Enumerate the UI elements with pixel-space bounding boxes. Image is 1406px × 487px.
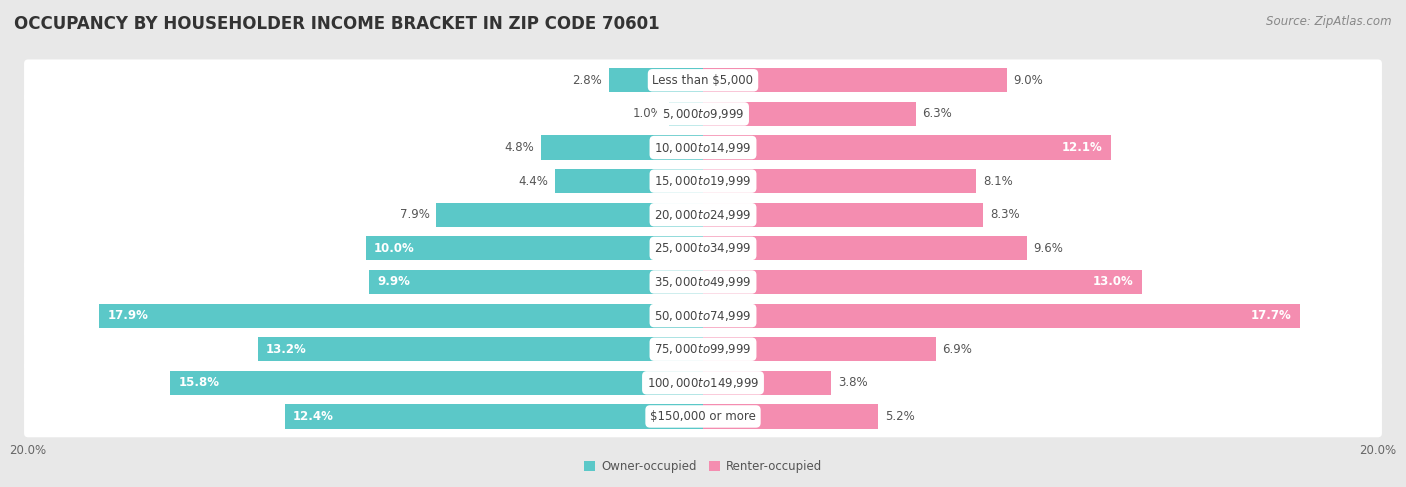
- FancyBboxPatch shape: [24, 59, 1382, 101]
- Text: 13.0%: 13.0%: [1092, 276, 1133, 288]
- FancyBboxPatch shape: [24, 194, 1382, 236]
- FancyBboxPatch shape: [24, 328, 1382, 370]
- Text: $20,000 to $24,999: $20,000 to $24,999: [654, 208, 752, 222]
- Bar: [703, 404, 879, 429]
- FancyBboxPatch shape: [24, 227, 1382, 269]
- Bar: [609, 68, 703, 93]
- FancyBboxPatch shape: [24, 93, 1382, 135]
- Text: $5,000 to $9,999: $5,000 to $9,999: [662, 107, 744, 121]
- Bar: [703, 169, 976, 193]
- Bar: [703, 102, 915, 126]
- Bar: [703, 303, 1301, 328]
- Text: 4.4%: 4.4%: [517, 175, 548, 187]
- Text: 15.8%: 15.8%: [179, 376, 219, 389]
- FancyBboxPatch shape: [24, 261, 1382, 303]
- Bar: [703, 337, 936, 361]
- Text: 9.0%: 9.0%: [1014, 74, 1043, 87]
- Bar: [669, 102, 703, 126]
- Text: 9.9%: 9.9%: [377, 276, 411, 288]
- Bar: [98, 303, 703, 328]
- Text: OCCUPANCY BY HOUSEHOLDER INCOME BRACKET IN ZIP CODE 70601: OCCUPANCY BY HOUSEHOLDER INCOME BRACKET …: [14, 15, 659, 33]
- Text: 8.1%: 8.1%: [983, 175, 1012, 187]
- Text: 12.4%: 12.4%: [292, 410, 333, 423]
- Text: 13.2%: 13.2%: [266, 343, 307, 356]
- Text: 4.8%: 4.8%: [505, 141, 534, 154]
- Bar: [703, 135, 1111, 160]
- Text: 2.8%: 2.8%: [572, 74, 602, 87]
- Text: 17.7%: 17.7%: [1251, 309, 1292, 322]
- Bar: [368, 270, 703, 294]
- Text: 12.1%: 12.1%: [1062, 141, 1102, 154]
- Text: $25,000 to $34,999: $25,000 to $34,999: [654, 242, 752, 255]
- Bar: [703, 371, 831, 395]
- FancyBboxPatch shape: [24, 362, 1382, 404]
- Text: 17.9%: 17.9%: [107, 309, 148, 322]
- Legend: Owner-occupied, Renter-occupied: Owner-occupied, Renter-occupied: [579, 455, 827, 478]
- Text: 9.6%: 9.6%: [1033, 242, 1063, 255]
- Bar: [703, 236, 1026, 261]
- Text: Less than $5,000: Less than $5,000: [652, 74, 754, 87]
- FancyBboxPatch shape: [24, 295, 1382, 337]
- Text: $50,000 to $74,999: $50,000 to $74,999: [654, 309, 752, 322]
- FancyBboxPatch shape: [24, 395, 1382, 437]
- Text: 6.3%: 6.3%: [922, 108, 952, 120]
- Bar: [541, 135, 703, 160]
- Text: $10,000 to $14,999: $10,000 to $14,999: [654, 141, 752, 154]
- Text: 7.9%: 7.9%: [399, 208, 430, 221]
- Bar: [703, 68, 1007, 93]
- Bar: [257, 337, 703, 361]
- Bar: [366, 236, 703, 261]
- Text: $35,000 to $49,999: $35,000 to $49,999: [654, 275, 752, 289]
- Text: 5.2%: 5.2%: [886, 410, 915, 423]
- Text: $150,000 or more: $150,000 or more: [650, 410, 756, 423]
- Text: 10.0%: 10.0%: [374, 242, 415, 255]
- Bar: [284, 404, 703, 429]
- Text: 6.9%: 6.9%: [942, 343, 973, 356]
- FancyBboxPatch shape: [24, 160, 1382, 202]
- Text: $15,000 to $19,999: $15,000 to $19,999: [654, 174, 752, 188]
- Bar: [554, 169, 703, 193]
- Bar: [703, 203, 983, 227]
- Bar: [436, 203, 703, 227]
- Text: 1.0%: 1.0%: [633, 108, 662, 120]
- Text: 3.8%: 3.8%: [838, 376, 868, 389]
- Bar: [170, 371, 703, 395]
- Text: $100,000 to $149,999: $100,000 to $149,999: [647, 376, 759, 390]
- Bar: [703, 270, 1142, 294]
- Text: 8.3%: 8.3%: [990, 208, 1019, 221]
- Text: $75,000 to $99,999: $75,000 to $99,999: [654, 342, 752, 356]
- FancyBboxPatch shape: [24, 127, 1382, 169]
- Text: Source: ZipAtlas.com: Source: ZipAtlas.com: [1267, 15, 1392, 28]
